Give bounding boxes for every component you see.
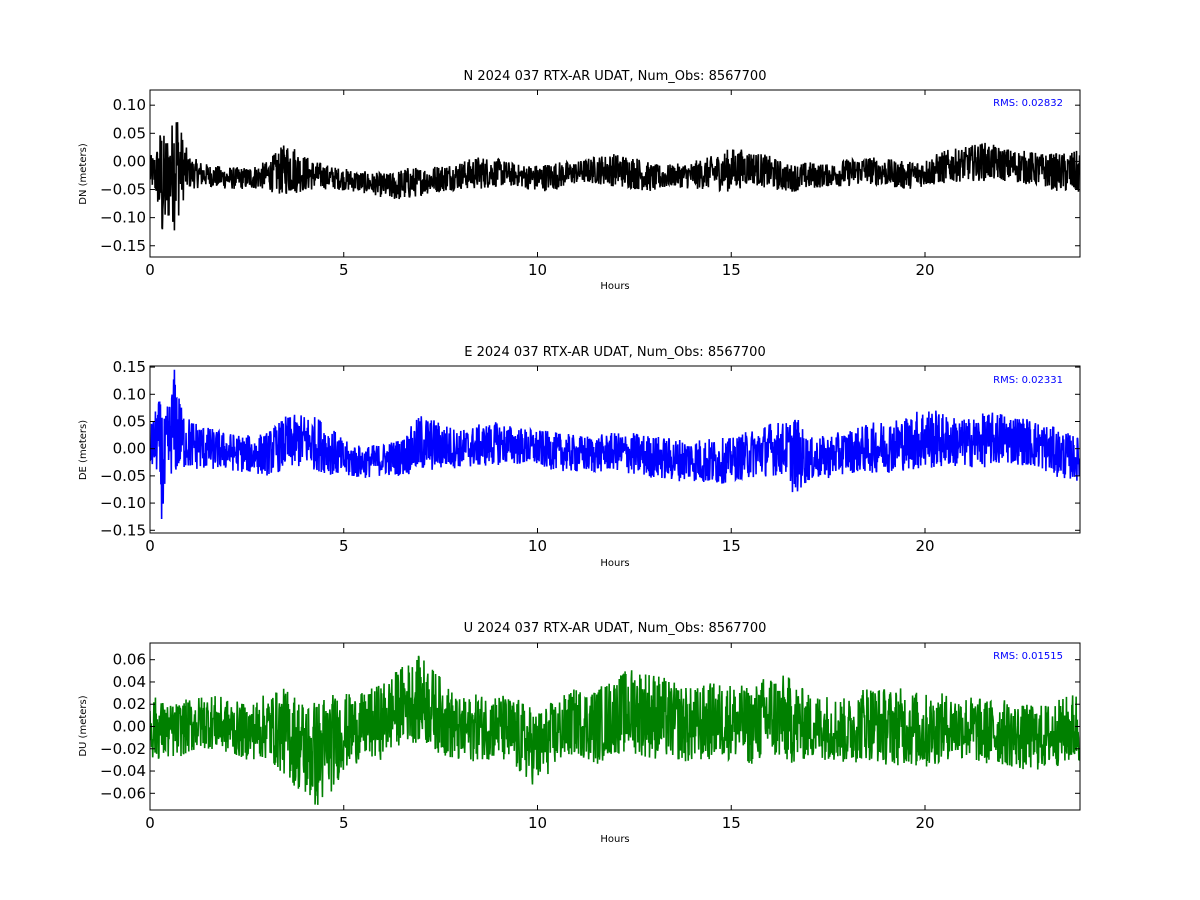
x-tick-label: 15 bbox=[722, 814, 741, 832]
panel-u: U 2024 037 RTX-AR UDAT, Num_Obs: 8567700… bbox=[78, 621, 1081, 845]
rms-annotation: RMS: 0.01515 bbox=[993, 651, 1063, 662]
x-tick-label: 20 bbox=[915, 814, 934, 832]
y-tick-label: −0.10 bbox=[100, 209, 146, 227]
plot-frame bbox=[149, 365, 1081, 534]
y-tick-label: 0.05 bbox=[113, 124, 146, 142]
x-tick-label: 20 bbox=[915, 537, 934, 555]
y-tick-label: −0.06 bbox=[100, 784, 146, 802]
panel-title: U 2024 037 RTX-AR UDAT, Num_Obs: 8567700 bbox=[464, 621, 767, 636]
rms-annotation: RMS: 0.02832 bbox=[993, 98, 1063, 109]
x-tick-label: 0 bbox=[145, 537, 155, 555]
x-tick-label: 0 bbox=[145, 814, 155, 832]
y-tick-label: 0.15 bbox=[113, 358, 146, 376]
y-tick-label: 0.04 bbox=[113, 673, 146, 691]
x-tick-label: 0 bbox=[145, 261, 155, 279]
y-tick-label: −0.10 bbox=[100, 494, 146, 512]
y-tick-label: 0.06 bbox=[113, 651, 146, 669]
x-tick-label: 5 bbox=[339, 537, 349, 555]
x-tick-label: 15 bbox=[722, 261, 741, 279]
y-tick-label: −0.05 bbox=[100, 181, 146, 199]
y-axis-label: DN (meters) bbox=[78, 143, 89, 205]
y-axis-label: DE (meters) bbox=[78, 420, 89, 480]
y-tick-label: 0.10 bbox=[113, 96, 146, 114]
y-tick-label: −0.15 bbox=[100, 237, 146, 255]
y-ticks: −0.15 −0.10 −0.05 0.00 0.05 0.10 0.15 bbox=[100, 358, 1080, 539]
series-layer bbox=[150, 122, 1080, 231]
y-tick-label: 0.05 bbox=[113, 412, 146, 430]
plot-frame bbox=[149, 89, 1081, 258]
rms-annotation: RMS: 0.02331 bbox=[993, 375, 1063, 386]
series-layer bbox=[150, 655, 1080, 805]
x-axis-label: Hours bbox=[600, 281, 629, 292]
x-tick-label: 5 bbox=[339, 814, 349, 832]
y-tick-label: 0.10 bbox=[113, 385, 146, 403]
panel-n: N 2024 037 RTX-AR UDAT, Num_Obs: 8567700… bbox=[78, 69, 1081, 292]
x-ticks: 0 5 10 15 20 bbox=[145, 366, 935, 555]
panel-e: E 2024 037 RTX-AR UDAT, Num_Obs: 8567700… bbox=[78, 345, 1081, 569]
y-tick-label: −0.05 bbox=[100, 467, 146, 485]
y-tick-label: 0.00 bbox=[113, 440, 146, 458]
series-line bbox=[150, 655, 1080, 805]
y-ticks: −0.06 −0.04 −0.02 0.00 0.02 0.04 0.06 bbox=[100, 651, 1080, 802]
y-tick-label: 0.00 bbox=[113, 718, 146, 736]
series-line bbox=[150, 122, 1080, 231]
x-ticks: 0 5 10 15 20 bbox=[145, 643, 935, 832]
x-axis-label: Hours bbox=[600, 558, 629, 569]
x-tick-label: 15 bbox=[722, 537, 741, 555]
x-tick-label: 10 bbox=[528, 537, 547, 555]
y-tick-label: −0.04 bbox=[100, 762, 146, 780]
x-tick-label: 5 bbox=[339, 261, 349, 279]
y-tick-label: 0.00 bbox=[113, 152, 146, 170]
y-tick-label: 0.02 bbox=[113, 695, 146, 713]
y-tick-label: −0.15 bbox=[100, 521, 146, 539]
x-tick-label: 10 bbox=[528, 261, 547, 279]
x-axis-label: Hours bbox=[600, 834, 629, 845]
series-layer bbox=[150, 369, 1080, 520]
panel-title: E 2024 037 RTX-AR UDAT, Num_Obs: 8567700 bbox=[464, 345, 765, 360]
y-tick-label: −0.02 bbox=[100, 740, 146, 758]
x-tick-label: 10 bbox=[528, 814, 547, 832]
y-ticks: −0.15 −0.10 −0.05 0.00 0.05 0.10 bbox=[100, 96, 1080, 255]
y-axis-label: DU (meters) bbox=[78, 695, 89, 756]
panel-title: N 2024 037 RTX-AR UDAT, Num_Obs: 8567700 bbox=[464, 69, 767, 84]
series-line bbox=[150, 369, 1080, 520]
x-ticks: 0 5 10 15 20 bbox=[145, 90, 935, 279]
x-tick-label: 20 bbox=[915, 261, 934, 279]
